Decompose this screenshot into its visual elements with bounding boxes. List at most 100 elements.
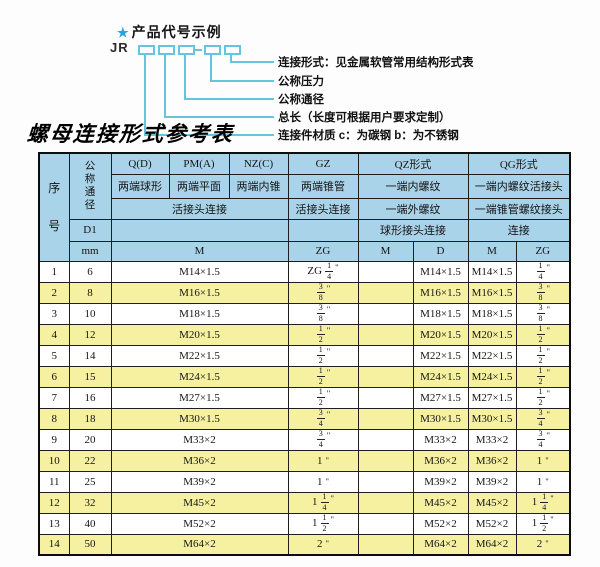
header-type-pm: PM(A) [168,152,230,175]
cell-m-thread: M30×1.5 [110,407,289,430]
cell-qg-zg: 1 2 " [515,323,571,346]
table-row: 7 16 M27×1.5 1 2 " M27×1.5 M27×1.5 1 2 " [38,386,571,409]
cell-qz-d: M30×1.5 [412,407,469,430]
cell-qg-zg: 1 1 2 " [515,512,571,535]
table-row: 3 10 M18×1.5 3 8 " M18×1.5 M18×1.5 3 8 " [38,302,571,325]
cell-row-number: 13 [38,512,70,535]
cell-gz-thread: 3 4 " [287,428,359,451]
cell-row-number: 10 [38,449,70,472]
cell-gz-thread: 1 1 2 " [287,512,359,535]
connector-line [164,53,166,118]
header-zg-thread: ZG [287,240,359,262]
cell-qg-m: M20×1.5 [467,323,517,346]
table-row: 11 25 M39×2 1 " M39×2 M39×2 1 " [38,470,571,493]
cell-qz-m [357,533,414,556]
cell-m-thread: M16×1.5 [110,281,289,304]
cell-qz-m [357,449,414,472]
cell-row-number: 3 [38,302,70,325]
cell-qz-m [357,260,414,283]
cell-qz-d: M45×2 [412,491,469,514]
cell-gz-thread: 1 " [287,470,359,493]
cell-m-thread: M39×2 [110,470,289,493]
cell-qg-zg: 3 4 " [515,428,571,451]
cell-row-number: 14 [38,533,70,556]
cell-qg-m: M64×2 [467,533,517,556]
cell-qg-m: M27×1.5 [467,386,517,409]
cell-nominal-diameter: 8 [68,281,112,304]
header-qz-d: D [412,240,469,262]
cell-gz-thread: 3 8 " [287,281,359,304]
cell-nominal-diameter: 6 [68,260,112,283]
cell-qg-m: M30×1.5 [467,407,517,430]
cell-qg-zg: 1 2 " [515,344,571,367]
header-qz-desc2: 一端外螺纹 [357,197,469,220]
cell-m-thread: M36×2 [110,449,289,472]
cell-qz-m [357,470,414,493]
cell-m-thread: M27×1.5 [110,386,289,409]
cell-gz-thread: 1 " [287,449,359,472]
header-q-desc: 两端球形 [110,173,170,199]
cell-nominal-diameter: 25 [68,470,112,493]
header-qz-m: M [357,240,414,262]
header-union-connection: 活接头连接 [110,197,289,220]
cell-qg-zg: 3 8 " [515,281,571,304]
cell-qg-zg: 1 " [515,470,571,493]
cell-row-number: 9 [38,428,70,451]
cell-qz-d: M52×2 [412,512,469,535]
code-label-nominal-diameter: 公称通径 [278,94,324,106]
table-row: 9 20 M33×2 3 4 " M33×2 M33×2 3 4 " [38,428,571,451]
cell-qz-d: M64×2 [412,533,469,556]
cell-nominal-diameter: 16 [68,386,112,409]
product-code-prefix: JR [110,40,129,55]
cell-qz-m [357,344,414,367]
connector-line [184,53,186,100]
header-pm-desc: 两端平面 [168,173,230,199]
table-row: 13 40 M52×2 1 1 2 " M52×2 M52×2 1 1 2 " [38,512,571,535]
product-code-diagram: ★ 产品代号示例 JR 连接件材质 c：为碳钢 b：为不锈钢 总长（长度可根据用户… [0,0,600,150]
cell-nominal-diameter: 12 [68,323,112,346]
cell-row-number: 7 [38,386,70,409]
cell-gz-thread: ZG 1 4 " [287,260,359,283]
cell-qg-m: M18×1.5 [467,302,517,325]
cell-qz-d: M18×1.5 [412,302,469,325]
cell-m-thread: M64×2 [110,533,289,556]
cell-nominal-diameter: 20 [68,428,112,451]
connector-line [144,134,274,136]
cell-nominal-diameter: 18 [68,407,112,430]
table-body: 1 6 M14×1.5 ZG 1 4 " M14×1.5 M14×1.5 1 4 " 2 … [38,260,571,556]
cell-qg-zg: 2 " [515,533,571,556]
cell-qz-d: M33×2 [412,428,469,451]
cell-nominal-diameter: 22 [68,449,112,472]
table-row: 1 6 M14×1.5 ZG 1 4 " M14×1.5 M14×1.5 1 4 " [38,260,571,283]
header-d1: D1 [68,218,112,242]
cell-m-thread: M24×1.5 [110,365,289,388]
cell-qz-d: M16×1.5 [412,281,469,304]
code-label-total-length: 总长（长度可根据用户要求定制） [278,112,451,124]
cell-qz-m [357,428,414,451]
cell-qg-zg: 1 " [515,449,571,472]
header-qg-m: M [467,240,517,262]
cell-row-number: 4 [38,323,70,346]
cell-nominal-diameter: 32 [68,491,112,514]
code-placeholder-box [158,45,175,55]
connector-line [210,53,212,82]
diagram-heading: ★ 产品代号示例 [117,22,222,42]
code-placeholder-box [224,45,241,55]
table-row: 12 32 M45×2 1 1 4 " M45×2 M45×2 1 1 4 " [38,491,571,514]
cell-m-thread: M45×2 [110,491,289,514]
header-m-thread: M [110,240,289,262]
table-row: 4 12 M20×1.5 1 2 " M20×1.5 M20×1.5 1 2 " [38,323,571,346]
cell-qg-m: M36×2 [467,449,517,472]
cell-qz-d: M27×1.5 [412,386,469,409]
code-label-nominal-pressure: 公称压力 [278,76,324,88]
table-title: 螺母连接形式参考表 [26,122,235,146]
header-type-nz: NZ(C) [228,152,289,175]
cell-nominal-diameter: 50 [68,533,112,556]
header-type-q: Q(D) [110,152,170,175]
cell-m-thread: M33×2 [110,428,289,451]
header-type-qg: QG形式 [467,152,571,175]
cell-gz-thread: 3 8 " [287,302,359,325]
cell-qz-d: M36×2 [412,449,469,472]
cell-qg-zg: 1 4 " [515,260,571,283]
cell-nominal-diameter: 14 [68,344,112,367]
